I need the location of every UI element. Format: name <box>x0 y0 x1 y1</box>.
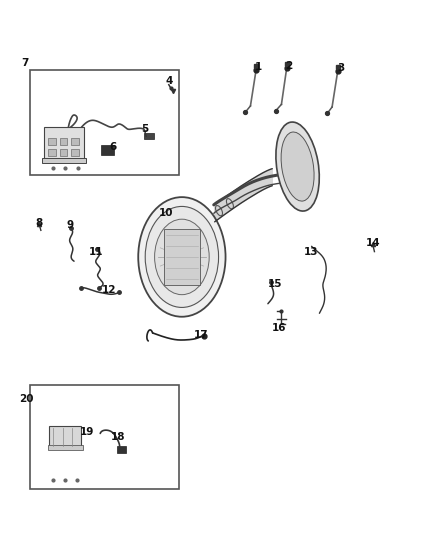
Bar <box>117 446 127 453</box>
Text: 9: 9 <box>66 220 73 230</box>
Text: 16: 16 <box>272 322 286 333</box>
Text: 11: 11 <box>88 247 103 256</box>
Bar <box>71 149 79 156</box>
Text: 6: 6 <box>110 142 117 152</box>
Bar <box>30 385 179 489</box>
Text: 2: 2 <box>285 61 293 70</box>
Text: 7: 7 <box>21 59 28 68</box>
Polygon shape <box>263 168 272 190</box>
Text: 8: 8 <box>35 218 43 228</box>
Text: 5: 5 <box>141 124 148 134</box>
Text: 13: 13 <box>304 247 318 256</box>
Bar <box>48 139 56 146</box>
Bar <box>48 149 56 156</box>
Ellipse shape <box>138 197 226 317</box>
Bar <box>44 127 84 160</box>
Bar <box>30 70 179 175</box>
Polygon shape <box>228 186 241 212</box>
Text: 12: 12 <box>102 286 116 295</box>
Polygon shape <box>241 179 252 203</box>
Text: 20: 20 <box>19 394 33 405</box>
Ellipse shape <box>155 219 209 295</box>
Text: 19: 19 <box>80 427 94 438</box>
Text: 15: 15 <box>268 279 282 288</box>
Bar <box>144 133 153 139</box>
Text: 10: 10 <box>159 208 173 219</box>
Bar <box>48 445 83 450</box>
Ellipse shape <box>145 206 219 308</box>
Bar <box>163 229 200 285</box>
Text: 4: 4 <box>165 77 173 86</box>
Bar <box>71 139 79 146</box>
Text: 14: 14 <box>365 238 380 247</box>
Text: 18: 18 <box>110 432 125 442</box>
Ellipse shape <box>281 132 314 201</box>
Bar <box>101 146 114 155</box>
Bar <box>49 426 81 447</box>
Text: 3: 3 <box>338 63 345 73</box>
Polygon shape <box>252 173 263 196</box>
Ellipse shape <box>276 122 319 211</box>
Bar <box>60 149 67 156</box>
Bar <box>42 158 86 164</box>
Polygon shape <box>215 195 228 222</box>
Text: 1: 1 <box>254 62 262 72</box>
Text: 17: 17 <box>193 329 208 340</box>
Bar <box>60 139 67 146</box>
